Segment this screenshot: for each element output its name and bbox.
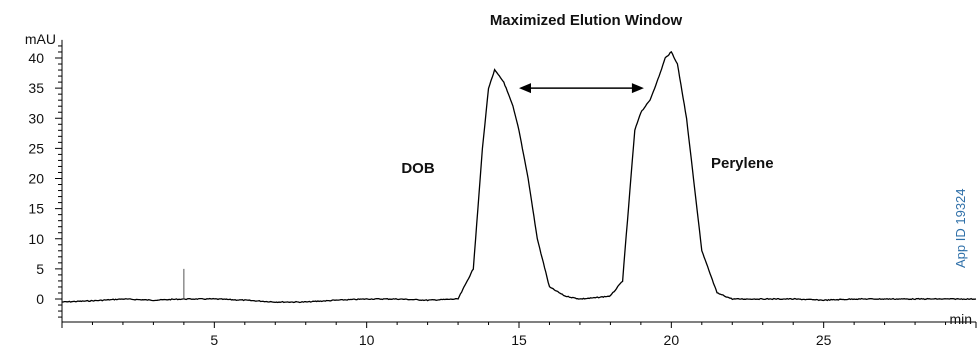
x-axis: 5 10 15 20 25 [61,321,977,348]
x-tick-label: 15 [511,332,527,348]
app-id-watermark: App ID 19324 [953,188,968,268]
y-tick-label: 20 [28,171,44,187]
y-tick-label: 0 [36,291,44,307]
y-tick-label: 5 [36,261,44,277]
y-tick-label: 35 [28,80,44,96]
x-tick-label: 20 [664,332,680,348]
y-axis: 0 5 10 15 20 25 30 35 40 [28,39,63,324]
elution-window-arrow [519,83,644,94]
y-tick-label: 15 [28,201,44,217]
annotation-layer: DOB Perylene [401,83,774,177]
y-tick-label: 40 [28,50,44,66]
x-tick-label: 10 [359,332,375,348]
peak-label: DOB [401,160,435,177]
y-axis-unit-label: mAU [25,31,56,47]
peak-label: Perylene [711,155,774,172]
y-tick-label: 10 [28,231,44,247]
series-line-0 [62,50,977,304]
y-tick-label: 25 [28,140,44,156]
y-tick-label: 30 [28,110,44,126]
arrow-head-right [631,83,644,94]
x-tick-label: 25 [816,332,832,348]
x-axis-unit-label: min [949,311,972,327]
series-layer [62,50,977,304]
x-tick-label: 5 [210,332,218,348]
arrow-head-left [519,83,531,94]
chart-title: Maximized Elution Window [490,12,683,29]
